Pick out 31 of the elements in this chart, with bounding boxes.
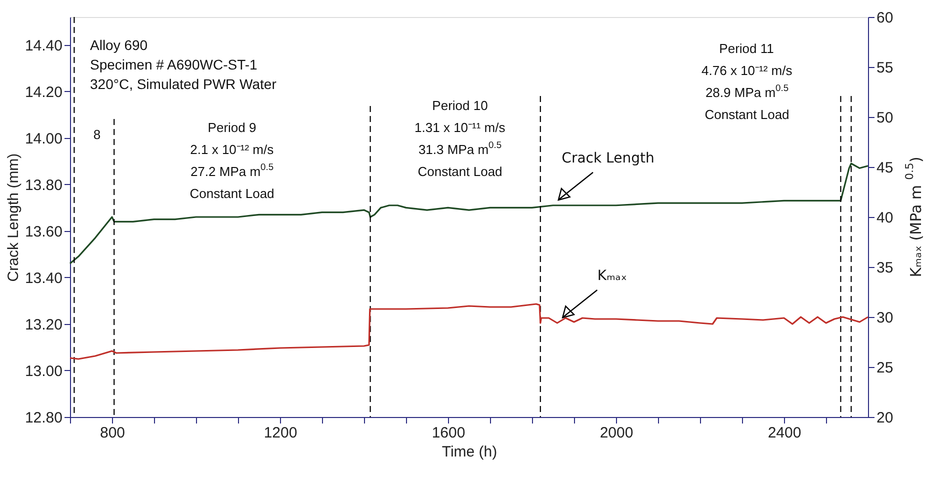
annotation: 8 — [93, 127, 101, 142]
y2-tick-label: 60 — [876, 10, 894, 26]
y-tick-label: 13.80 — [24, 176, 62, 194]
x-tick-label: 2400 — [768, 424, 802, 442]
x-tick-label: 2000 — [600, 424, 634, 442]
annotation: Alloy 690 Specimen # A690WC-ST-1 320°C, Simulated PWR Water — [90, 37, 277, 92]
y2-tick-label: 20 — [876, 410, 894, 426]
y2-axis-title: Kₘₐₓ (MPa m0.5) — [903, 156, 925, 278]
y-tick-label: 14.20 — [24, 84, 62, 101]
y-axis-title: Crack Length (mm) — [4, 153, 22, 282]
y2-tick-label: 50 — [876, 110, 894, 126]
y2-tick-label: 45 — [876, 160, 894, 176]
y-tick-label: 13.60 — [24, 223, 62, 240]
y2-tick-label: 25 — [876, 360, 894, 376]
line-series — [69, 303, 869, 360]
x-axis-title: Time (h) — [442, 444, 498, 460]
y-tick-label: 14.40 — [24, 37, 62, 54]
y-tick-label: 13.20 — [24, 316, 62, 334]
y2-tick-label: 30 — [876, 310, 894, 326]
x-tick-label: 1600 — [432, 424, 466, 442]
x-tick-label: 800 — [100, 424, 126, 442]
y2-tick-label: 55 — [876, 60, 894, 76]
y-tick-label: 12.80 — [24, 410, 62, 426]
y2-tick-label: 40 — [876, 210, 894, 226]
x-tick-label: 1200 — [264, 424, 298, 442]
y-tick-label: 13.00 — [24, 362, 62, 380]
text: Kₘₐₓ — [597, 268, 628, 284]
y-tick-label: 13.40 — [24, 270, 62, 287]
y2-tick-label: 35 — [876, 260, 894, 276]
text: Crack Length — [562, 150, 654, 166]
y-tick-label: 14.00 — [24, 130, 62, 148]
